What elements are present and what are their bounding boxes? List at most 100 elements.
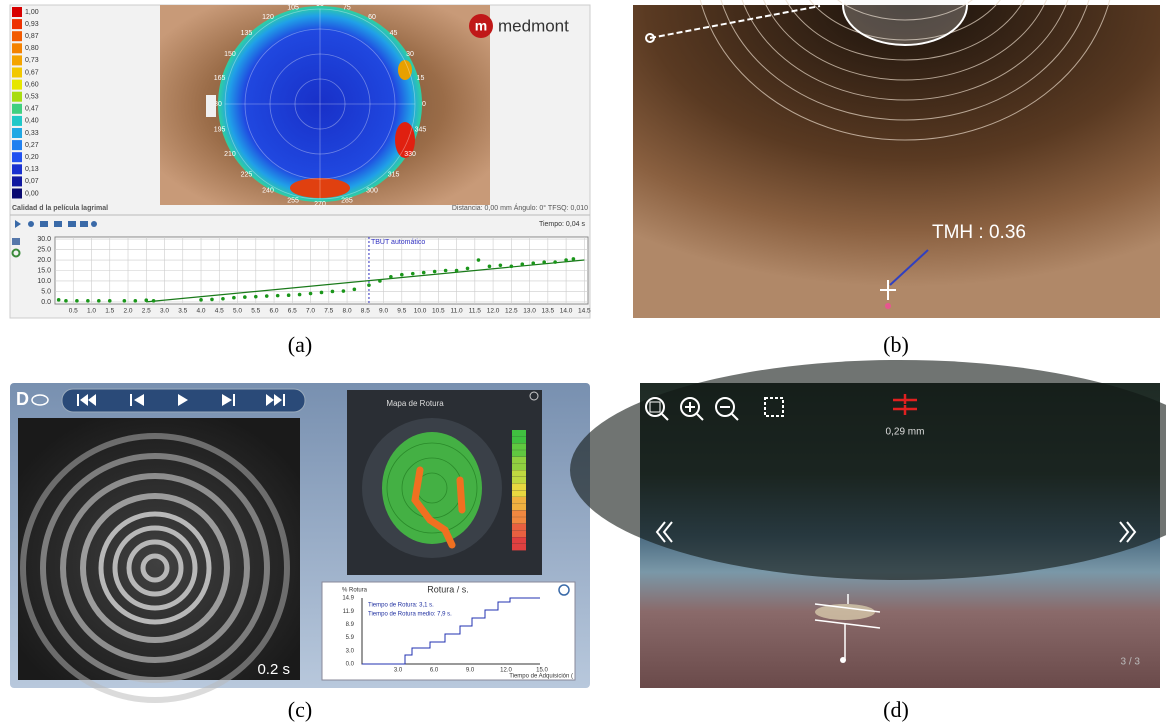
quality-label: Calidad d la película lagrimal (12, 205, 108, 212)
x-tick-label: 5.5 (251, 308, 260, 315)
data-point (210, 298, 214, 302)
legend-label: 0,27 (25, 142, 39, 149)
angle-label: 300 (366, 187, 378, 194)
scale-swatch (512, 443, 526, 450)
legend-swatch (12, 7, 22, 17)
angle-label: 45 (390, 30, 398, 37)
x-tick-label: 9.5 (397, 308, 406, 315)
data-point (353, 288, 357, 292)
x-tick-label: 6.0 (430, 668, 439, 674)
x-tick-label: 3.0 (394, 668, 403, 674)
angle-label: 195 (214, 127, 226, 134)
breakup-map (382, 432, 482, 544)
data-point (520, 262, 524, 266)
data-point (221, 297, 225, 301)
x-tick-label: 6.0 (270, 308, 279, 315)
x-tick-label: 3.5 (178, 308, 187, 315)
panel-d: 0,29 mm 3 / 3 (d) (570, 360, 1166, 722)
x-tick-label: 9.0 (466, 668, 475, 674)
angle-label: 285 (341, 197, 353, 204)
measure-value: 0,29 mm (886, 427, 925, 438)
legend-label: 0,80 (25, 45, 39, 52)
angle-label: 120 (262, 14, 274, 21)
scale-swatch (512, 531, 526, 538)
legend-swatch (12, 19, 22, 29)
y-tick-label: 15.0 (37, 267, 51, 274)
x-tick-label: 7.5 (324, 308, 333, 315)
y-tick-label: 20.0 (37, 257, 51, 264)
hot-spot (398, 60, 412, 80)
legend-label: 1,00 (25, 9, 39, 16)
time-text: Tiempo: 0,04 s (539, 221, 586, 228)
data-point (553, 260, 557, 264)
x-tick-label: 12.5 (505, 308, 518, 315)
data-point (400, 273, 404, 277)
save-icon (12, 238, 20, 245)
data-point (243, 295, 247, 299)
data-point (564, 258, 568, 262)
legend-swatch (12, 176, 22, 186)
legend-swatch (12, 152, 22, 162)
legend-label: 0,13 (25, 166, 39, 173)
x-tick-label: 4.5 (215, 308, 224, 315)
x-tick-label: 5.0 (233, 308, 242, 315)
status-text: Distancia: 0,00 mm Ángulo: 0° TFSQ: 0,01… (452, 203, 588, 212)
angle-label: 240 (262, 187, 274, 194)
y-tick-label: 30.0 (37, 236, 51, 243)
x-tick-label: 8.0 (343, 308, 352, 315)
angle-label: 150 (224, 51, 236, 58)
x-tick-label: 8.5 (361, 308, 370, 315)
legend-swatch (12, 92, 22, 102)
logo-text: medmont (498, 16, 569, 35)
tmh-label: TMH : 0.36 (932, 222, 1026, 243)
legend-label: 0,00 (25, 190, 39, 197)
handle[interactable] (840, 657, 846, 663)
data-point (510, 265, 514, 269)
scale-swatch (512, 437, 526, 444)
legend-label: 0,53 (25, 94, 39, 101)
data-point (276, 294, 280, 298)
legend-label: 0,07 (25, 178, 39, 185)
data-point (232, 296, 236, 300)
data-point (265, 294, 269, 298)
angle-label: 165 (214, 75, 226, 82)
page-indicator: 3 / 3 (1121, 657, 1141, 668)
legend-swatch (12, 68, 22, 78)
scale-swatch (512, 544, 526, 551)
map-title: Mapa de Rotura (386, 399, 444, 408)
y-tick-label: 5.9 (346, 635, 355, 641)
x-tick-label: 4.0 (197, 308, 206, 315)
legend-swatch (12, 116, 22, 126)
legend-swatch (12, 164, 22, 174)
tbut-plot: 0.05.010.015.020.025.030.00.51.01.52.02.… (37, 236, 591, 315)
legend-swatch (12, 189, 22, 199)
scale-swatch (512, 457, 526, 464)
y-axis-label: % Rotura (342, 588, 368, 594)
scale-swatch (512, 464, 526, 471)
angle-label: 315 (388, 172, 400, 179)
data-point (97, 299, 101, 303)
data-point (477, 258, 481, 262)
data-point (144, 298, 148, 302)
y-tick-label: 0.0 (346, 662, 355, 668)
scale-swatch (512, 510, 526, 517)
data-point (572, 257, 576, 261)
data-point (411, 272, 415, 276)
chart-note: Tiempo de Rotura medio: 7,9 s. (368, 612, 452, 618)
panel-a: 1,000,930,870,800,730,670,600,530,470,40… (10, 1, 591, 357)
data-point (254, 295, 258, 299)
y-tick-label: 8.9 (346, 622, 355, 628)
x-tick-label: 11.5 (469, 308, 482, 315)
logo-mark: m (475, 18, 487, 34)
scale-swatch (512, 524, 526, 531)
scale-swatch (512, 470, 526, 477)
data-point (531, 261, 535, 265)
y-tick-label: 10.0 (37, 278, 51, 285)
x-tick-label: 10.0 (414, 308, 427, 315)
legend-swatch (12, 80, 22, 90)
data-point (499, 263, 503, 267)
scale-swatch (512, 497, 526, 504)
legend-label: 0,33 (25, 130, 39, 137)
data-point (108, 299, 112, 303)
legend-label: 0,73 (25, 57, 39, 64)
